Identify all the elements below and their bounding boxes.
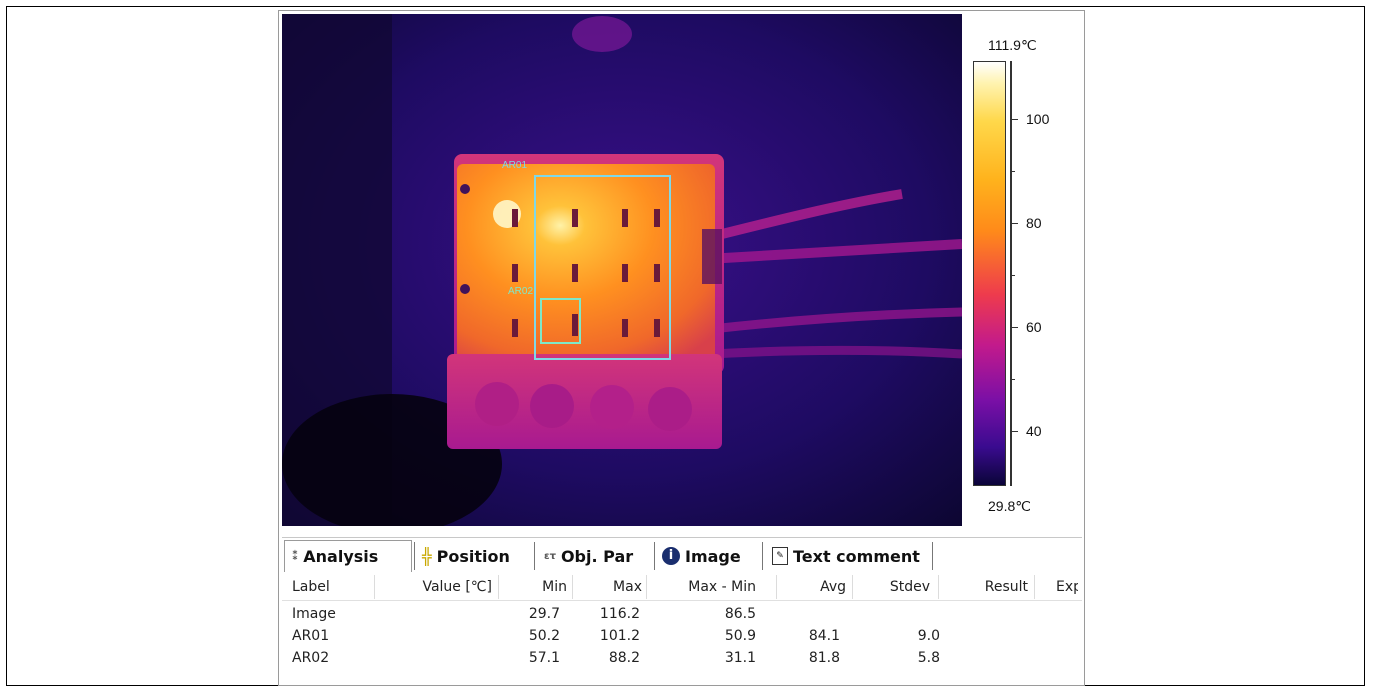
position-icon: ╬ xyxy=(422,546,432,566)
tab-image-label: Image xyxy=(685,546,741,566)
column-divider[interactable] xyxy=(572,575,573,599)
region-ar01-label: AR01 xyxy=(502,160,527,171)
tab-obj-par-label: Obj. Par xyxy=(560,546,634,566)
tab-obj-par[interactable]: ετ Obj. Par xyxy=(544,543,633,569)
scale-tick-label: 100 xyxy=(1026,111,1050,127)
active-tab-frame xyxy=(284,540,412,572)
object-params-icon: ετ xyxy=(544,550,556,562)
cell-avg: 81.8 xyxy=(808,650,840,666)
cell-min: 29.7 xyxy=(528,606,560,622)
scale-tick xyxy=(1010,327,1018,328)
cell-avg: 84.1 xyxy=(808,628,840,644)
column-divider[interactable] xyxy=(852,575,853,599)
tab-text-comment-label: Text comment xyxy=(793,546,920,566)
cell-label: Image xyxy=(292,606,336,622)
analysis-table: Label Value [℃] Min Max Max - Min Avg St… xyxy=(282,573,1082,683)
scale-tick xyxy=(1010,223,1018,224)
table-header: Label Value [℃] Min Max Max - Min Avg St… xyxy=(282,573,1082,601)
tab-bar: ⁑ Analysis ╬ Position ετ Obj. Par i Imag… xyxy=(282,537,1082,574)
tab-analysis[interactable]: ⁑ Analysis xyxy=(292,543,378,569)
region-ar01-box[interactable] xyxy=(534,175,671,360)
scale-tick-label: 40 xyxy=(1026,423,1042,439)
column-header-avg[interactable]: Avg xyxy=(820,579,846,595)
cell-stdev: 9.0 xyxy=(917,628,940,644)
cell-label: AR02 xyxy=(292,650,330,666)
cell-label: AR01 xyxy=(292,628,330,644)
column-divider[interactable] xyxy=(938,575,939,599)
tab-separator xyxy=(932,542,933,570)
column-divider[interactable] xyxy=(776,575,777,599)
cell-stdev: 5.8 xyxy=(917,650,940,666)
tab-analysis-label: Analysis xyxy=(303,546,379,566)
column-header-result[interactable]: Result xyxy=(984,579,1028,595)
column-header-max[interactable]: Max xyxy=(613,579,642,595)
tab-text-comment[interactable]: ✎ Text comment xyxy=(772,543,920,569)
column-divider[interactable] xyxy=(1034,575,1035,599)
scale-tick-label: 80 xyxy=(1026,215,1042,231)
column-header-exp[interactable]: Exp xyxy=(1056,579,1078,595)
tab-position-label: Position xyxy=(436,546,510,566)
table-row[interactable]: AR01 50.2 101.2 50.9 84.1 9.0 xyxy=(282,626,1082,648)
tab-separator xyxy=(414,542,415,570)
scale-min-label: 29.8℃ xyxy=(988,498,1031,514)
table-row[interactable]: AR02 57.1 88.2 31.1 81.8 5.8 xyxy=(282,648,1082,670)
region-ar02-label: AR02 xyxy=(508,286,533,297)
tab-image[interactable]: i Image xyxy=(662,543,741,569)
cell-max-min: 50.9 xyxy=(724,628,756,644)
column-header-stdev[interactable]: Stdev xyxy=(889,579,930,595)
temperature-scale: 111.9℃ 100 80 60 40 29.8℃ xyxy=(962,14,1082,526)
cell-max-min: 31.1 xyxy=(724,650,756,666)
cell-max: 88.2 xyxy=(608,650,640,666)
scale-color-bar xyxy=(973,61,1006,486)
cell-min: 50.2 xyxy=(528,628,560,644)
column-header-value[interactable]: Value [℃] xyxy=(422,579,492,595)
scale-tick-minor xyxy=(1010,379,1015,380)
text-comment-icon: ✎ xyxy=(772,547,788,565)
column-divider[interactable] xyxy=(498,575,499,599)
cell-max: 101.2 xyxy=(599,628,640,644)
cell-min: 57.1 xyxy=(528,650,560,666)
info-icon: i xyxy=(662,547,680,565)
scale-tick xyxy=(1010,119,1018,120)
scale-tick-label: 60 xyxy=(1026,319,1042,335)
table-row[interactable]: Image 29.7 116.2 86.5 xyxy=(282,604,1082,626)
region-ar02-box[interactable] xyxy=(540,298,581,344)
tab-separator xyxy=(654,542,655,570)
scale-axis xyxy=(1010,61,1012,486)
column-header-label[interactable]: Label xyxy=(292,579,330,595)
tab-position[interactable]: ╬ Position xyxy=(422,543,510,569)
tab-separator xyxy=(534,542,535,570)
scale-tick-minor xyxy=(1010,171,1015,172)
cell-max: 116.2 xyxy=(599,606,640,622)
tab-separator xyxy=(762,542,763,570)
column-divider[interactable] xyxy=(646,575,647,599)
cell-max-min: 86.5 xyxy=(724,606,756,622)
scale-tick xyxy=(1010,431,1018,432)
column-header-min[interactable]: Min xyxy=(542,579,567,595)
analysis-icon: ⁑ xyxy=(292,549,299,563)
scale-max-label: 111.9℃ xyxy=(988,37,1037,53)
column-header-max-min[interactable]: Max - Min xyxy=(688,579,756,595)
scale-tick-minor xyxy=(1010,275,1015,276)
column-divider[interactable] xyxy=(374,575,375,599)
thermal-image[interactable]: AR01 AR02 xyxy=(282,14,962,526)
